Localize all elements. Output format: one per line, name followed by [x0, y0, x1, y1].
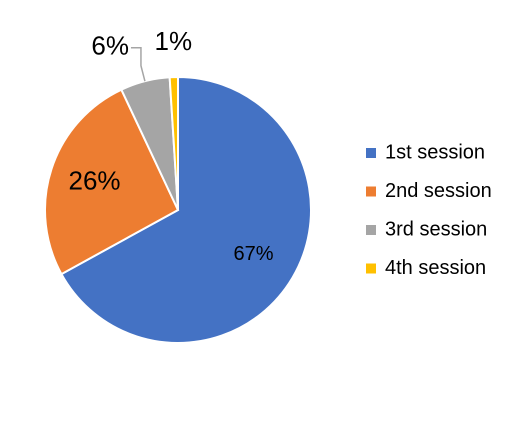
data-label: 1%: [155, 26, 193, 56]
data-label: 6%: [91, 31, 129, 61]
legend-label: 1st session: [385, 141, 485, 163]
pie-slice: [60, 75, 312, 344]
pie-slice: [168, 75, 179, 211]
leader-line: [130, 46, 146, 82]
legend-swatch: [366, 186, 376, 197]
legend-label: 4th session: [385, 257, 486, 279]
legend-swatch: [366, 148, 376, 158]
legend-label: 3rd session: [385, 218, 487, 240]
legend-label: 2nd session: [385, 180, 492, 202]
data-label: 26%: [68, 166, 120, 196]
legend-swatch: [366, 263, 376, 274]
legend-swatch: [366, 225, 376, 235]
data-label: 67%: [234, 243, 274, 265]
pie-slice: [44, 88, 180, 276]
